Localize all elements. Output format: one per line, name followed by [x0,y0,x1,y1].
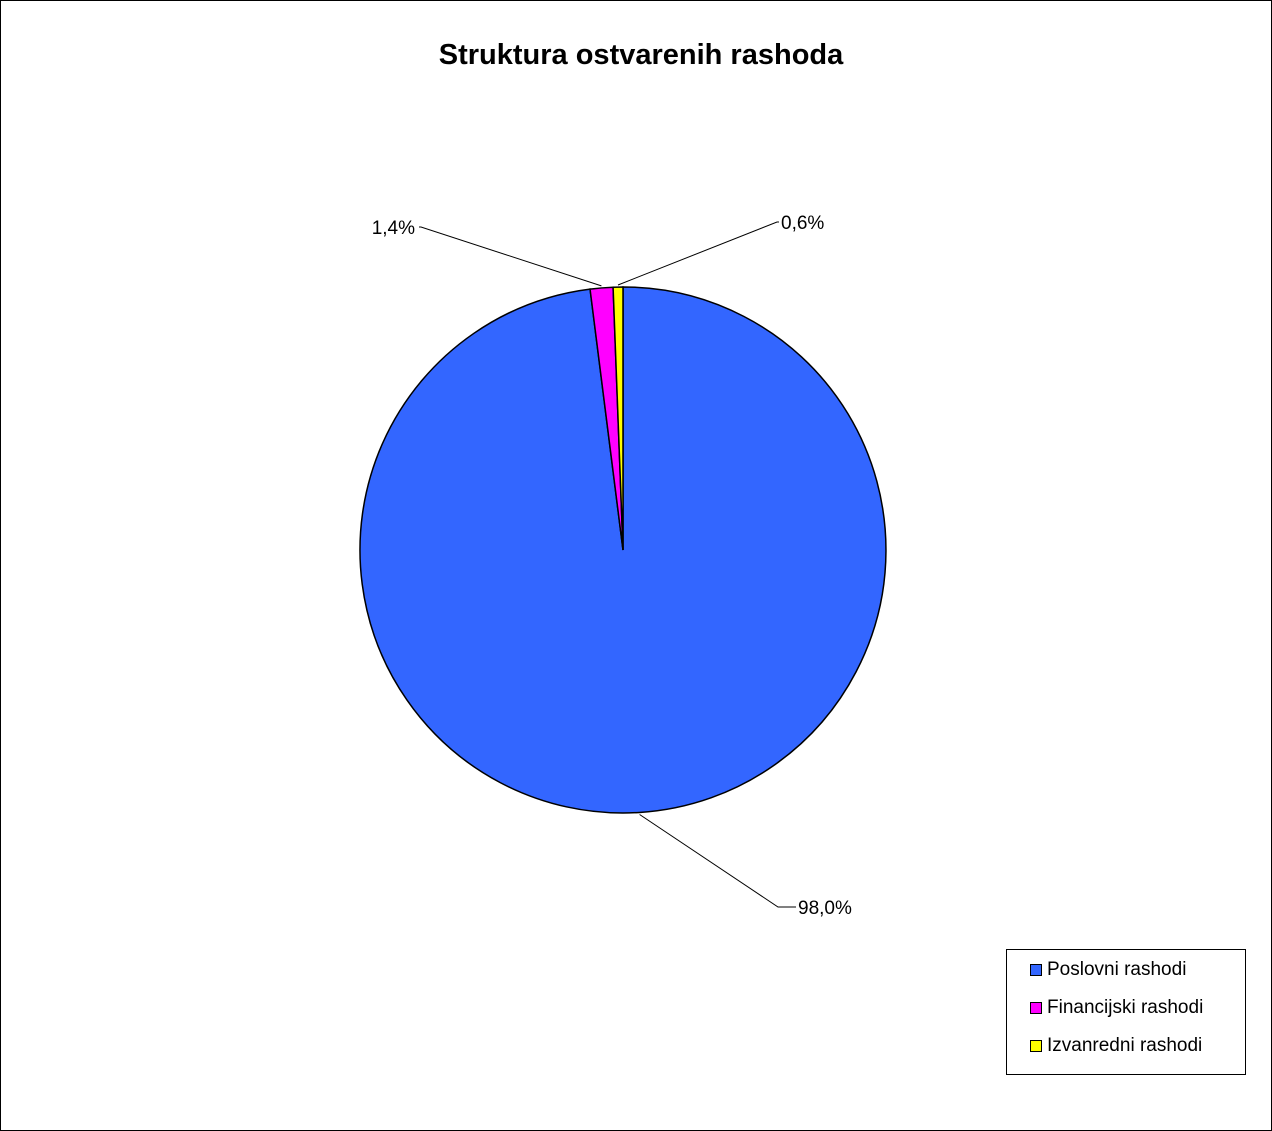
pie-slice-izvanredni [612,286,624,551]
leader-line-izvanredni [617,221,779,286]
legend-label-izvanredni: Izvanredni rashodi [1047,1035,1203,1056]
data-label-financijski: 1,4% [372,218,415,239]
leader-line-financijski [419,226,602,287]
chart-title: Struktura ostvarenih rashoda [438,39,844,71]
legend: Poslovni rashodi Financijski rashodi Izv… [1006,949,1246,1075]
legend-item-poslovni: Poslovni rashodi [1007,959,1245,997]
legend-label-financijski: Financijski rashodi [1047,997,1204,1018]
legend-swatch-izvanredni [1030,1040,1042,1052]
legend-item-financijski: Financijski rashodi [1007,997,1245,1035]
legend-label-poslovni: Poslovni rashodi [1047,959,1187,980]
legend-swatch-poslovni [1030,964,1042,976]
leader-line-poslovni [639,814,796,908]
legend-swatch-financijski [1030,1002,1042,1014]
legend-item-izvanredni: Izvanredni rashodi [1007,1035,1245,1073]
data-label-izvanredni: 0,6% [781,213,824,234]
data-label-poslovni: 98,0% [798,898,852,919]
